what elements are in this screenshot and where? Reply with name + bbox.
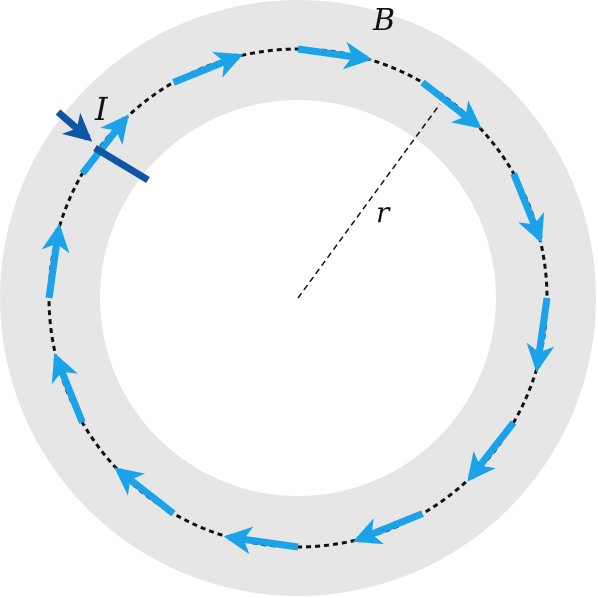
current-arrow	[55, 109, 93, 142]
field-arrow	[51, 352, 86, 424]
field-arrow	[526, 297, 555, 373]
field-arrow	[510, 172, 545, 244]
field-arrow	[223, 526, 299, 555]
field-arrows	[41, 41, 555, 555]
field-arrow	[79, 114, 129, 176]
radius-line	[297, 103, 441, 299]
current-label: I	[94, 90, 109, 128]
field-arrow	[41, 223, 70, 299]
field-arrow	[297, 41, 373, 70]
field-arrow	[114, 467, 176, 517]
field-arrow	[467, 420, 517, 482]
field-arrow	[420, 79, 482, 129]
field-arrow	[352, 510, 424, 545]
radius-label: r	[376, 196, 391, 229]
field-arrow	[172, 51, 244, 86]
current-wire	[93, 145, 150, 183]
field-label: B	[372, 3, 395, 38]
